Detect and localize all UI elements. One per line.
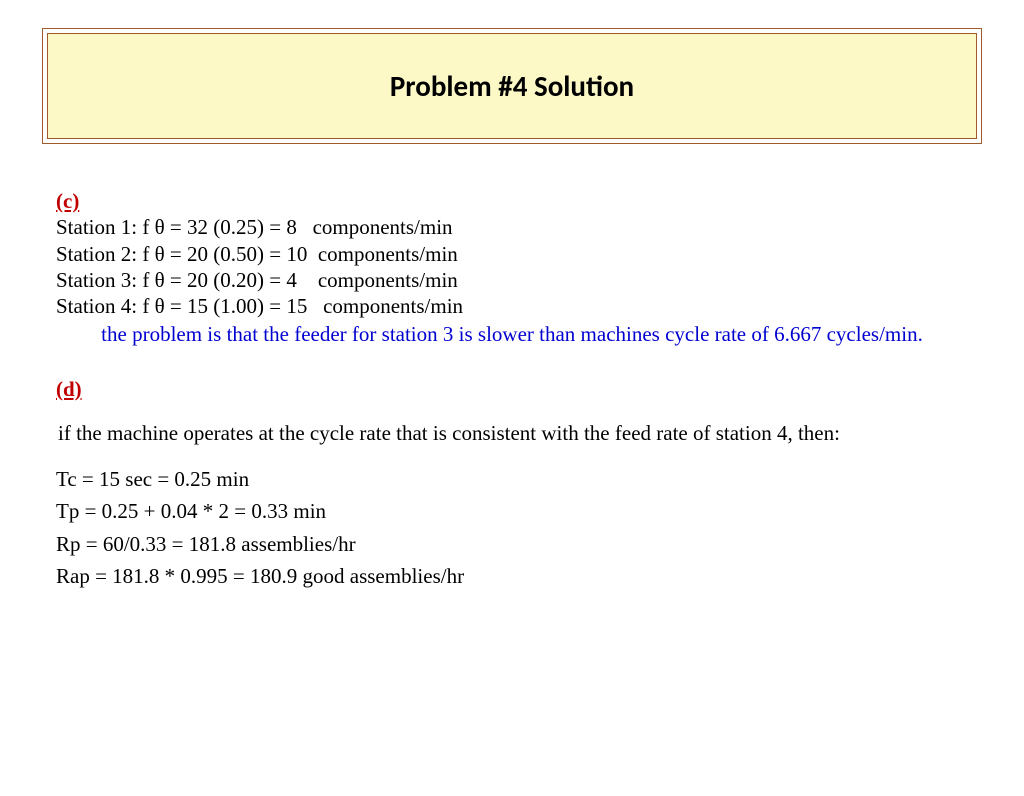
- slide-title: Problem #4 Solution: [58, 68, 966, 104]
- part-d-intro: if the machine operates at the cycle rat…: [56, 420, 968, 446]
- calc-line: Tp = 0.25 + 0.04 * 2 = 0.33 min: [56, 498, 968, 524]
- part-d: (d) if the machine operates at the cycle…: [56, 376, 968, 590]
- part-c-label: (c): [56, 189, 79, 213]
- calc-block: Tc = 15 sec = 0.25 min Tp = 0.25 + 0.04 …: [56, 466, 968, 589]
- title-box: Problem #4 Solution: [42, 28, 982, 144]
- calc-line: Tc = 15 sec = 0.25 min: [56, 466, 968, 492]
- title-box-inner: Problem #4 Solution: [47, 33, 977, 139]
- station-line: Station 3: f θ = 20 (0.20) = 4 component…: [56, 267, 968, 293]
- part-c-note: the problem is that the feeder for stati…: [56, 321, 968, 347]
- part-d-label: (d): [56, 377, 82, 401]
- station-line: Station 1: f θ = 32 (0.25) = 8 component…: [56, 214, 968, 240]
- calc-line: Rp = 60/0.33 = 181.8 assemblies/hr: [56, 531, 968, 557]
- slide-content: (c) Station 1: f θ = 32 (0.25) = 8 compo…: [56, 188, 968, 589]
- calc-line: Rap = 181.8 * 0.995 = 180.9 good assembl…: [56, 563, 968, 589]
- part-c: (c) Station 1: f θ = 32 (0.25) = 8 compo…: [56, 188, 968, 348]
- station-line: Station 2: f θ = 20 (0.50) = 10 componen…: [56, 241, 968, 267]
- station-line: Station 4: f θ = 15 (1.00) = 15 componen…: [56, 293, 968, 319]
